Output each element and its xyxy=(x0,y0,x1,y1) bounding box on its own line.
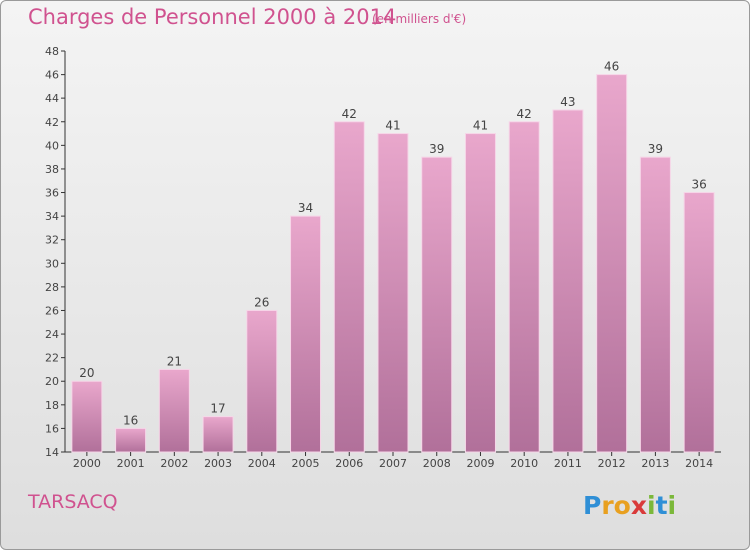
bar-value-label: 39 xyxy=(648,142,663,156)
x-tick-label: 2002 xyxy=(160,457,188,470)
y-tick-label: 22 xyxy=(45,352,59,365)
y-tick-label: 44 xyxy=(45,92,59,105)
x-tick-label: 2012 xyxy=(598,457,626,470)
bar xyxy=(333,121,365,453)
x-tick-label: 2014 xyxy=(685,457,713,470)
bar xyxy=(596,74,628,453)
y-tick-label: 24 xyxy=(45,328,59,341)
y-tick-label: 28 xyxy=(45,281,59,294)
bar-value-label: 46 xyxy=(604,60,619,74)
y-tick-label: 14 xyxy=(45,446,59,459)
bar-value-label: 41 xyxy=(473,119,488,133)
bar xyxy=(202,416,234,453)
y-tick-label: 48 xyxy=(45,45,59,58)
bar-value-label: 21 xyxy=(167,354,182,368)
bar-value-label: 17 xyxy=(210,402,225,416)
logo-letter: P xyxy=(583,491,602,520)
chart-subtitle: (en milliers d'€) xyxy=(372,12,467,26)
y-tick-label: 40 xyxy=(45,139,59,152)
y-tick-label: 38 xyxy=(45,163,59,176)
logo-letter: t xyxy=(655,491,668,520)
bar-value-label: 42 xyxy=(342,107,357,121)
bar-value-label: 42 xyxy=(517,107,532,121)
y-tick-label: 36 xyxy=(45,187,59,200)
y-tick-label: 30 xyxy=(45,257,59,270)
logo-letter: x xyxy=(630,491,647,520)
x-tick-label: 2009 xyxy=(466,457,494,470)
bar xyxy=(421,156,453,453)
bar xyxy=(158,368,190,453)
y-tick-label: 18 xyxy=(45,399,59,412)
y-tick-label: 20 xyxy=(45,375,59,388)
proxiti-logo: Proxiti xyxy=(583,491,676,520)
x-tick-label: 2010 xyxy=(510,457,538,470)
y-tick-label: 34 xyxy=(45,210,59,223)
x-tick-label: 2011 xyxy=(554,457,582,470)
bar-value-label: 26 xyxy=(254,295,269,309)
y-tick-label: 26 xyxy=(45,304,59,317)
bar-value-label: 34 xyxy=(298,201,313,215)
logo-letter: i xyxy=(647,491,656,520)
y-tick-label: 46 xyxy=(45,69,59,82)
bar-value-label: 20 xyxy=(79,366,94,380)
bar xyxy=(377,133,409,453)
logo-letter: r xyxy=(601,491,614,520)
logo-letter: o xyxy=(613,491,631,520)
x-tick-label: 2013 xyxy=(641,457,669,470)
bar xyxy=(115,427,147,453)
y-tick-label: 32 xyxy=(45,234,59,247)
bar xyxy=(683,192,715,453)
bar-value-label: 16 xyxy=(123,413,138,427)
bar-value-label: 36 xyxy=(691,178,706,192)
x-tick-label: 2006 xyxy=(335,457,363,470)
y-tick-label: 16 xyxy=(45,422,59,435)
bar xyxy=(290,215,322,453)
x-tick-label: 2003 xyxy=(204,457,232,470)
x-tick-label: 2005 xyxy=(292,457,320,470)
chart-title: Charges de Personnel 2000 à 2014 xyxy=(28,5,397,29)
x-tick-label: 2004 xyxy=(248,457,276,470)
bar-chart: 14 16 18 20 22 24 26 28 30 32 34 36 38 40 42 44 46 48 20 20… xyxy=(45,45,721,470)
bar-value-label: 41 xyxy=(385,119,400,133)
bar xyxy=(464,133,496,453)
bar-value-label: 43 xyxy=(560,95,575,109)
x-tick-label: 2001 xyxy=(117,457,145,470)
bar xyxy=(71,380,103,453)
x-tick-label: 2008 xyxy=(423,457,451,470)
commune-name: TARSACQ xyxy=(28,491,118,513)
x-tick-label: 2000 xyxy=(73,457,101,470)
bar xyxy=(246,309,278,453)
bar-value-label: 39 xyxy=(429,142,444,156)
y-tick-label: 42 xyxy=(45,116,59,129)
bar xyxy=(639,156,671,453)
bar xyxy=(508,121,540,453)
x-tick-label: 2007 xyxy=(379,457,407,470)
logo-letter: i xyxy=(667,491,677,520)
bar xyxy=(552,109,584,453)
